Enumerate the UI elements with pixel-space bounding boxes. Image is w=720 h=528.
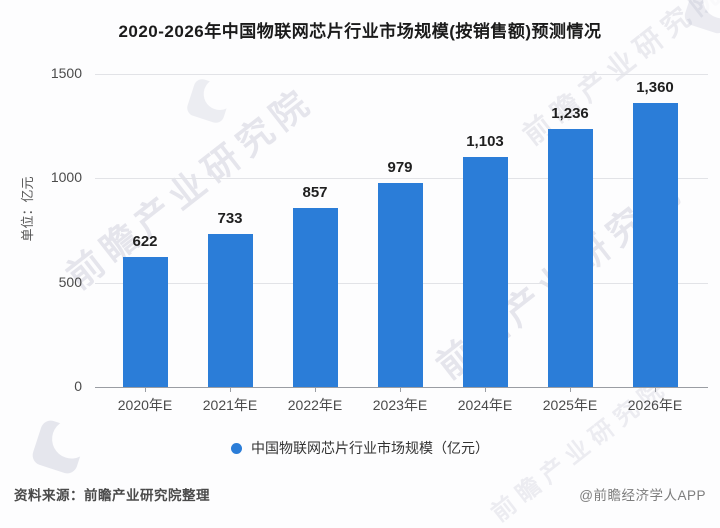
bar-value-label: 1,103 bbox=[466, 132, 504, 150]
bar-value-label: 733 bbox=[217, 210, 243, 228]
chart-title: 2020-2026年中国物联网芯片行业市场规模(按销售额)预测情况 bbox=[118, 22, 602, 41]
y-axis-tick-label: 500 bbox=[58, 273, 82, 290]
data-source-text: 资料来源：前瞻产业研究院整理 bbox=[14, 488, 210, 503]
x-axis-tick bbox=[315, 387, 316, 392]
x-axis-tick-label: 2022年E bbox=[287, 397, 343, 413]
bar-2025年E bbox=[547, 129, 593, 387]
bar-2023年E bbox=[377, 182, 423, 387]
y-axis-unit-label: 单位：亿元 bbox=[20, 176, 36, 242]
chart-canvas: 前瞻产业研究院 前瞻产业研究院 前瞻产业研究院 前瞻产业研究院 2020-202… bbox=[0, 0, 720, 516]
bar-value-label: 1,360 bbox=[636, 79, 674, 97]
bar-2022年E bbox=[292, 208, 338, 387]
x-axis-tick-label: 2024年E bbox=[457, 397, 513, 413]
x-axis-tick-label: 2020年E bbox=[117, 397, 173, 413]
x-axis-tick-label: 2026年E bbox=[627, 397, 683, 413]
x-axis-tick-label: 2025年E bbox=[542, 397, 598, 413]
x-axis-tick bbox=[400, 387, 401, 392]
gridline bbox=[95, 178, 708, 180]
bar-value-label: 1,236 bbox=[551, 105, 589, 123]
bar-2020年E bbox=[122, 257, 168, 387]
gridline bbox=[95, 74, 708, 75]
x-axis-tick bbox=[230, 387, 231, 392]
footer: 资料来源：前瞻产业研究院整理 @前瞻经济学人APP bbox=[0, 480, 720, 508]
y-axis-tick-label: 1000 bbox=[50, 169, 82, 186]
x-axis-line bbox=[95, 387, 708, 388]
y-axis-tick-label: 0 bbox=[74, 378, 82, 394]
bar-value-label: 979 bbox=[387, 158, 413, 176]
credit-text: @前瞻经济学人APP bbox=[579, 488, 706, 503]
x-axis-tick bbox=[655, 387, 656, 392]
legend-label: 中国物联网芯片行业市场规模（亿元） bbox=[251, 440, 489, 456]
bar-2021年E bbox=[207, 234, 253, 387]
plot-area: 0 500 1000 1500 622 2020年E 733 2021年E 857 2022年E 9… bbox=[51, 65, 708, 413]
bar-value-label: 622 bbox=[132, 233, 158, 251]
x-axis-tick bbox=[485, 387, 486, 392]
x-axis-tick-label: 2021年E bbox=[202, 397, 258, 413]
y-axis-tick-label: 1500 bbox=[50, 65, 82, 81]
x-axis-tick bbox=[570, 387, 571, 392]
legend-marker-circle-icon bbox=[231, 442, 242, 454]
bar-2026年E bbox=[632, 103, 678, 387]
bar-2024年E bbox=[462, 156, 508, 387]
legend: 中国物联网芯片行业市场规模（亿元） bbox=[0, 438, 720, 458]
x-axis-tick bbox=[145, 387, 146, 392]
x-axis-tick-label: 2023年E bbox=[372, 397, 428, 413]
bar-value-label: 857 bbox=[302, 184, 328, 202]
